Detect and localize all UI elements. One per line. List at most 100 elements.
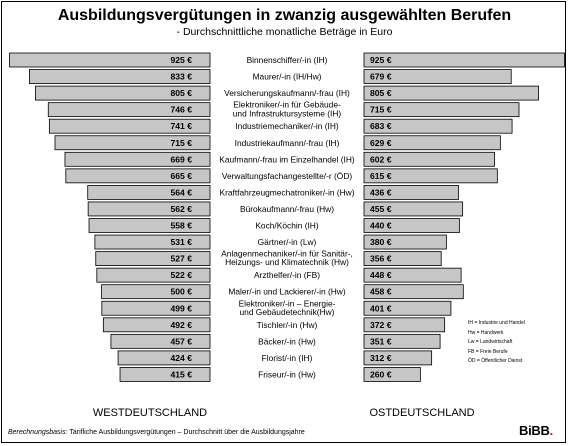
west-bar — [96, 267, 211, 283]
east-bar — [363, 218, 460, 233]
footnote: Berechnungsbasis: Tarifliche Ausbildungs… — [8, 428, 305, 437]
series-label-west: WESTDEUTSCHLAND — [93, 407, 207, 419]
category-label: Arzthelfer/-in (FB) — [254, 270, 320, 280]
east-value-label: 312 € — [370, 353, 392, 363]
east-value-label: 615 € — [370, 171, 392, 181]
category-label: Maler/-in und Lackierer/-in (Hw) — [228, 287, 345, 297]
east-bar — [363, 201, 464, 217]
west-bar — [87, 184, 211, 200]
category-label: Gärtner/-in (Lw) — [258, 237, 317, 247]
east-value-label: 602 € — [370, 154, 392, 164]
category-label: Anlagenmechaniker/-in für Sanitär-, Heizu… — [221, 249, 353, 268]
category-label: Binnenschiffer/-in (IH) — [247, 55, 328, 65]
west-bar — [117, 350, 211, 366]
east-value-label: 380 € — [370, 237, 392, 247]
east-value-label: 356 € — [370, 254, 392, 264]
west-bar — [87, 201, 211, 217]
east-value-label: 436 € — [370, 187, 392, 197]
footnote-text: Tarifliche Ausbildungsvergütungen – Durc… — [69, 429, 305, 436]
west-value-label: 669 € — [170, 154, 192, 164]
legend-line: Hw = Handwerk — [468, 329, 504, 336]
category-label: Versicherungskaufmann/-frau (IH) — [224, 88, 350, 98]
east-bar — [363, 151, 495, 167]
category-label: Tischler/-in (Hw) — [257, 320, 318, 330]
east-value-label: 401 € — [370, 303, 392, 313]
west-bar — [65, 168, 211, 184]
east-value-label: 805 € — [370, 88, 392, 98]
east-bar — [363, 234, 447, 250]
west-value-label: 522 € — [170, 270, 192, 280]
west-bar — [48, 118, 211, 134]
category-label: Elektroniker/-in für Gebäude-und Infrast… — [233, 100, 342, 119]
footnote-lead: Berechnungsbasis: — [8, 429, 68, 436]
east-value-label: 629 € — [370, 138, 392, 148]
west-value-label: 925 € — [170, 55, 192, 65]
east-bar — [363, 300, 452, 316]
west-bar — [47, 102, 211, 118]
west-bar — [95, 251, 211, 267]
chart-title: Ausbildungsvergütungen in zwanzig ausgew… — [57, 7, 512, 24]
category-label: Industriemechaniker/-in (IH) — [235, 121, 339, 131]
east-bar — [363, 135, 501, 151]
west-bar — [64, 151, 211, 167]
east-value-label: 715 € — [370, 105, 392, 115]
west-bar — [101, 300, 211, 316]
west-value-label: 805 € — [170, 88, 192, 98]
east-value-label: 440 € — [370, 221, 392, 231]
west-bar — [110, 333, 211, 349]
west-value-label: 746 € — [170, 105, 192, 115]
east-bar — [363, 333, 441, 349]
east-bar — [363, 350, 433, 366]
chart-subtitle: - Durchschnittliche monatliche Beträge i… — [176, 26, 393, 38]
west-bar — [119, 367, 211, 382]
east-bar — [363, 102, 520, 118]
east-bar — [363, 168, 498, 184]
category-label-line: und Infrastruktursysteme (IH) — [233, 108, 342, 118]
bibb-logo: BiBB. — [519, 423, 553, 438]
east-value-label: 448 € — [370, 270, 392, 280]
category-label: Industriekaufmann/-frau (IH) — [235, 138, 340, 148]
west-value-label: 500 € — [170, 287, 192, 297]
logo-dot: . — [549, 423, 554, 438]
west-bar — [88, 218, 211, 233]
east-value-label: 683 € — [370, 121, 392, 131]
abbreviation-legend: IH = Industrie und Handel Hw = Handwerk … — [468, 319, 525, 367]
west-bar — [35, 85, 211, 101]
west-bar — [54, 135, 211, 151]
east-bar — [363, 367, 421, 382]
east-bar — [363, 69, 512, 84]
west-value-label: 499 € — [170, 303, 192, 313]
west-value-label: 492 € — [170, 320, 192, 330]
west-bar — [29, 69, 211, 84]
logo-text: BiBB — [519, 423, 550, 438]
category-label-line: Elektroniker/-in – Energie- — [239, 298, 336, 308]
legend-line: Lw = Landwirtschaft — [468, 339, 513, 345]
east-bar — [363, 251, 442, 267]
east-bar — [363, 184, 459, 200]
east-bar — [363, 52, 565, 68]
west-value-label: 558 € — [170, 221, 192, 231]
category-label-line: und Gebäudetechnik(Hw) — [240, 307, 335, 317]
west-value-label: 715 € — [170, 138, 192, 148]
west-value-label: 457 € — [170, 336, 192, 346]
west-value-label: 564 € — [170, 187, 192, 197]
east-value-label: 679 € — [370, 72, 392, 82]
east-value-label: 372 € — [370, 320, 392, 330]
category-label: Bäcker/-in (Hw) — [258, 336, 316, 346]
east-value-label: 458 € — [370, 287, 392, 297]
category-label: Elektroniker/-in – Energie-und Gebäudete… — [239, 298, 336, 317]
west-value-label: 424 € — [170, 353, 192, 363]
west-bar — [102, 317, 211, 333]
east-bar — [363, 267, 462, 283]
category-label-line: Anlagenmechaniker/-in für Sanitär-, — [221, 249, 353, 259]
category-label-line: Elektroniker/-in für Gebäude- — [233, 100, 341, 110]
east-value-label: 351 € — [370, 336, 392, 346]
category-label: Friseur/-in (Hw) — [258, 369, 316, 379]
east-value-label: 925 € — [370, 55, 392, 65]
west-bar — [94, 234, 211, 250]
west-bar — [101, 284, 211, 300]
west-value-label: 833 € — [170, 72, 192, 82]
series-label-east: OSTDEUTSCHLAND — [369, 407, 474, 419]
